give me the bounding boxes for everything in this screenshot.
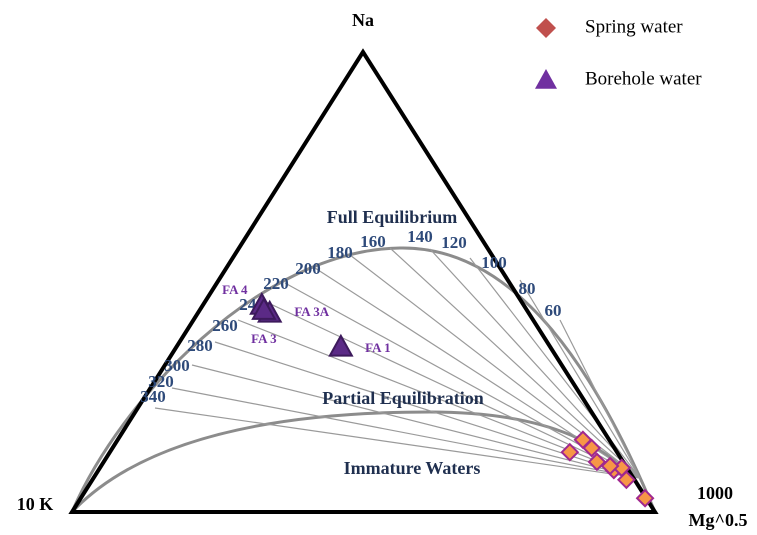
isotherm-label: 320	[148, 372, 174, 391]
isotherm-label: 60	[545, 301, 562, 320]
isotherm-label: 80	[519, 279, 536, 298]
isotherm-label: 300	[164, 356, 190, 375]
region-label: Partial Equilibration	[322, 388, 484, 408]
isotherm-line	[389, 247, 641, 479]
apex-right: 1000	[697, 483, 733, 503]
isotherm-line	[261, 299, 641, 479]
isotherm-label: 100	[481, 253, 507, 272]
data-point	[582, 438, 602, 458]
isotherm-label: 140	[407, 227, 433, 246]
point-label: FA 4	[222, 282, 248, 297]
isotherm-label: 120	[441, 233, 467, 252]
triangle	[68, 48, 659, 514]
isotherm-label: 260	[212, 316, 238, 335]
point-label: FA 3	[251, 331, 277, 346]
data-point	[616, 470, 636, 490]
isotherm-label: 340	[140, 387, 166, 406]
legend-marker	[535, 69, 557, 89]
isotherm-line	[429, 248, 641, 479]
partial-curve	[70, 410, 657, 514]
isotherm-line	[519, 279, 641, 479]
isotherm-line	[191, 364, 641, 479]
isotherm-line	[171, 387, 641, 479]
data-point	[560, 442, 580, 462]
data-point	[328, 333, 354, 357]
legend-marker	[536, 18, 556, 38]
apex-top: Na	[352, 10, 374, 30]
data-point	[600, 456, 620, 476]
isotherm-label: 200	[295, 259, 321, 278]
region-label: Immature Waters	[344, 458, 481, 478]
isotherm-line	[559, 319, 641, 479]
isotherm-label: 160	[360, 232, 386, 251]
isotherm-label: 180	[327, 243, 353, 262]
point-label: FA 3A	[294, 304, 329, 319]
isotherm-label: 280	[187, 336, 213, 355]
data-point	[635, 488, 655, 508]
isotherm-line	[154, 407, 641, 479]
data-point	[251, 297, 277, 320]
legend-label: Borehole water	[585, 68, 702, 89]
isotherm-label: 220	[263, 274, 289, 293]
apex-right: Mg^0.5	[689, 510, 748, 530]
legend-label: Spring water	[585, 16, 683, 37]
point-label: FA 1	[365, 340, 390, 355]
region-label: Full Equilibrium	[327, 207, 458, 227]
apex-left: 10 K	[17, 494, 54, 514]
